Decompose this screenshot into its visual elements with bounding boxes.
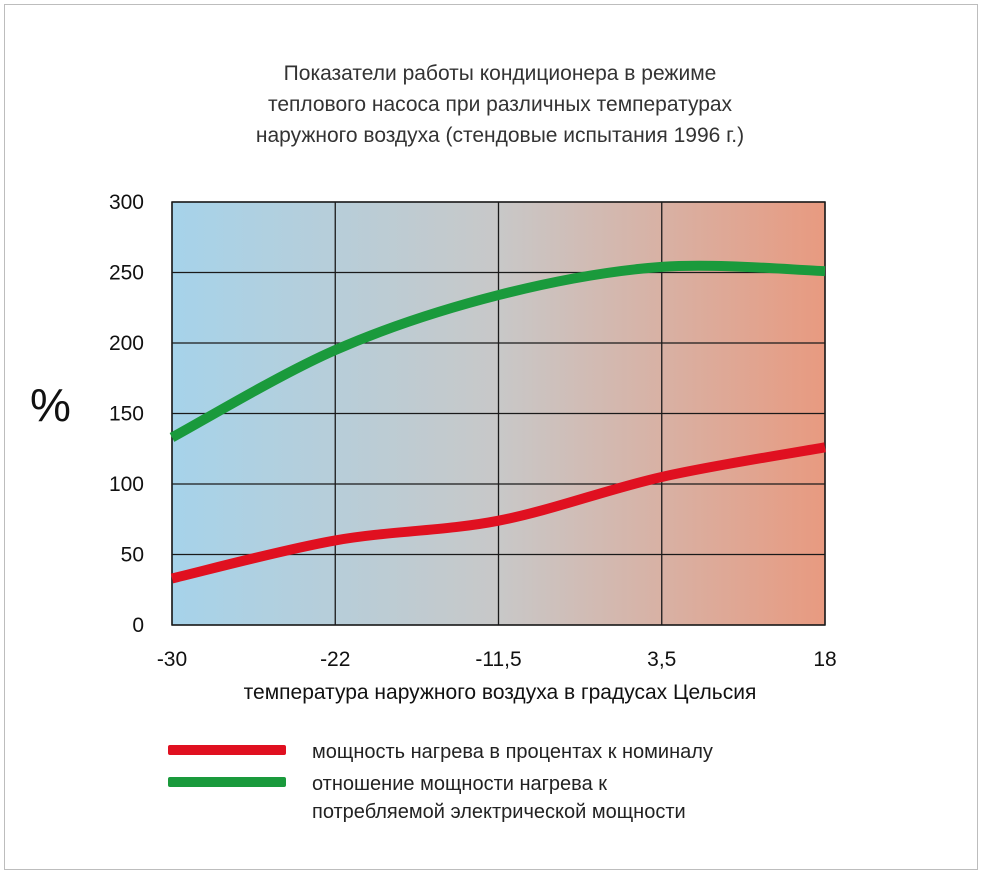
x-tick-label: -11,5 xyxy=(475,648,521,671)
chart-title: Показатели работы кондиционера в режиме … xyxy=(255,62,745,147)
y-tick-label: 300 xyxy=(109,191,144,214)
y-tick-label: 0 xyxy=(132,614,144,637)
y-tick-label: 50 xyxy=(121,544,144,567)
legend-swatch-cop xyxy=(168,777,286,787)
x-tick-label: -22 xyxy=(320,648,350,671)
x-axis-label: температура наружного воздуха в градусах… xyxy=(243,681,757,704)
legend-label-heating-power: мощность нагрева в процентах к номиналу xyxy=(312,741,713,763)
y-axis-label: % xyxy=(30,379,71,431)
plot-border xyxy=(171,201,826,626)
x-tick-label: -30 xyxy=(157,648,187,671)
legend-swatch-heating-power xyxy=(168,745,286,755)
legend-label-cop: отношение мощности нагрева к потребляемо… xyxy=(312,773,686,823)
y-tick-label: 100 xyxy=(109,473,144,496)
x-tick-label: 18 xyxy=(813,648,836,671)
x-tick-label: 3,5 xyxy=(647,648,676,671)
y-tick-label: 200 xyxy=(109,332,144,355)
y-tick-label: 150 xyxy=(109,403,144,426)
y-tick-label: 250 xyxy=(109,262,144,285)
series-line-heating-power xyxy=(170,442,826,584)
series-line-cop xyxy=(169,260,826,442)
